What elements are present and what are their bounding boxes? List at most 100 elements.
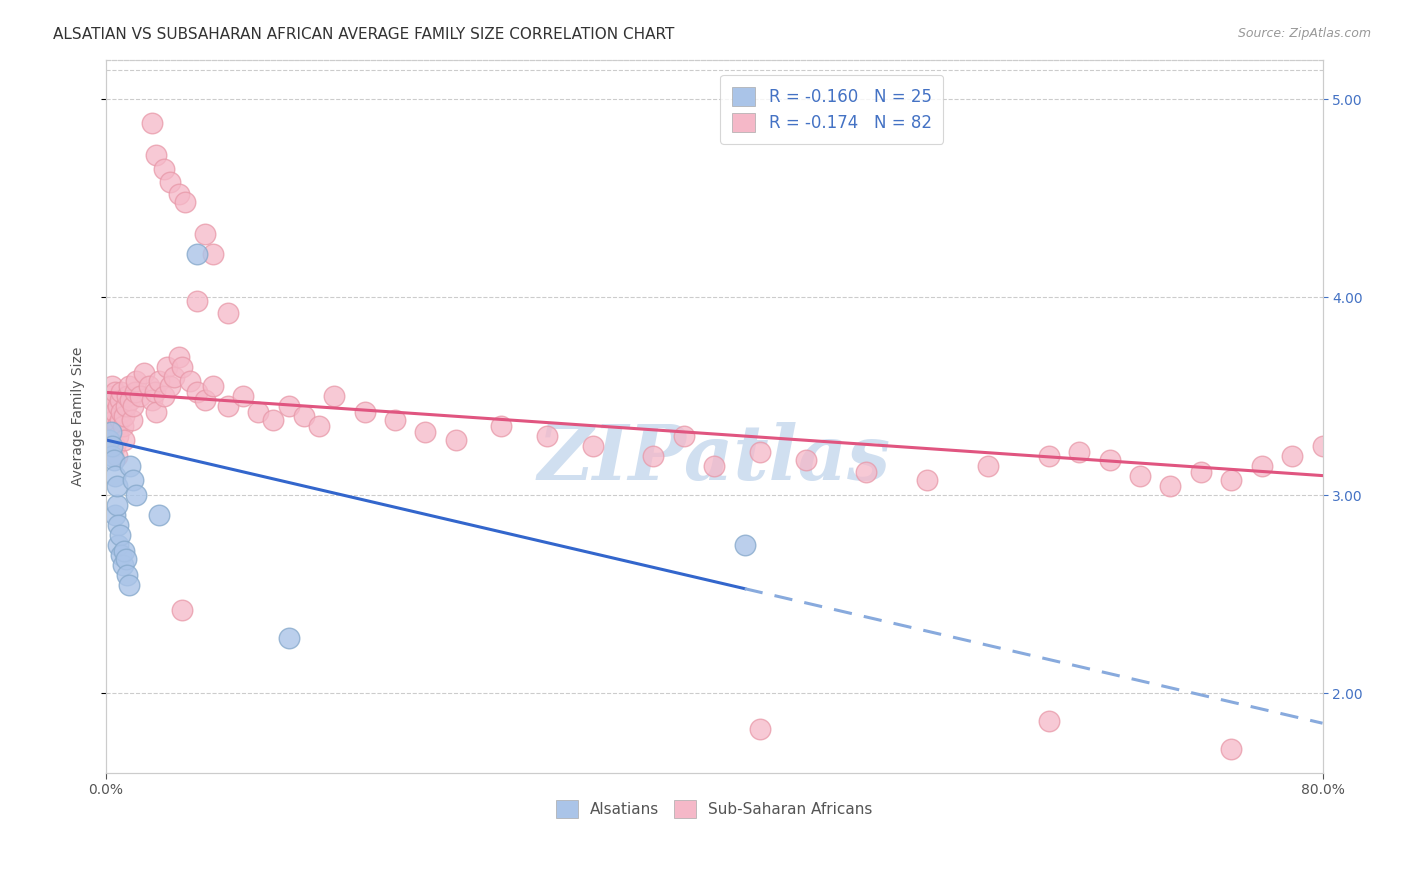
Point — [117, 567, 139, 582]
Point — [111, 558, 134, 572]
Point — [323, 389, 346, 403]
Point — [98, 389, 121, 403]
Point — [117, 389, 139, 403]
Point — [115, 551, 138, 566]
Point — [1250, 458, 1272, 473]
Point — [855, 465, 877, 479]
Point — [98, 433, 121, 447]
Text: ALSATIAN VS SUBSAHARAN AFRICAN AVERAGE FAMILY SIZE CORRELATION CHART: ALSATIAN VS SUBSAHARAN AFRICAN AVERAGE F… — [53, 27, 675, 42]
Point — [104, 508, 127, 523]
Point — [172, 359, 194, 374]
Point — [141, 393, 163, 408]
Point — [217, 306, 239, 320]
Point — [353, 405, 375, 419]
Point — [247, 405, 270, 419]
Point — [915, 473, 938, 487]
Point — [217, 399, 239, 413]
Point — [110, 385, 132, 400]
Point — [105, 478, 128, 492]
Point — [107, 399, 129, 413]
Point — [104, 385, 127, 400]
Point — [143, 385, 166, 400]
Point — [1098, 452, 1121, 467]
Point — [156, 359, 179, 374]
Point — [138, 379, 160, 393]
Point — [232, 389, 254, 403]
Point — [145, 405, 167, 419]
Point — [118, 379, 141, 393]
Point — [201, 246, 224, 260]
Point — [118, 577, 141, 591]
Point — [101, 409, 124, 424]
Legend: Alsatians, Sub-Saharan Africans: Alsatians, Sub-Saharan Africans — [548, 793, 880, 826]
Point — [277, 631, 299, 645]
Point — [110, 405, 132, 419]
Point — [100, 425, 122, 439]
Point — [108, 528, 131, 542]
Point — [1069, 445, 1091, 459]
Point — [141, 116, 163, 130]
Point — [145, 147, 167, 161]
Point — [120, 393, 142, 408]
Point — [101, 449, 124, 463]
Point — [112, 433, 135, 447]
Point — [384, 413, 406, 427]
Point — [163, 369, 186, 384]
Point — [111, 419, 134, 434]
Point — [734, 538, 756, 552]
Point — [308, 419, 330, 434]
Point — [115, 399, 138, 413]
Point — [112, 544, 135, 558]
Point — [1129, 468, 1152, 483]
Point — [104, 468, 127, 483]
Point — [292, 409, 315, 424]
Point — [128, 389, 150, 403]
Point — [153, 161, 176, 176]
Point — [112, 409, 135, 424]
Point — [132, 366, 155, 380]
Point — [122, 473, 145, 487]
Point — [101, 439, 124, 453]
Point — [104, 405, 127, 419]
Point — [1312, 439, 1334, 453]
Point — [748, 722, 770, 736]
Point — [125, 488, 148, 502]
Point — [105, 449, 128, 463]
Point — [262, 413, 284, 427]
Point — [148, 374, 170, 388]
Point — [194, 393, 217, 408]
Point — [100, 429, 122, 443]
Point — [107, 518, 129, 533]
Point — [582, 439, 605, 453]
Point — [186, 294, 208, 309]
Text: Source: ZipAtlas.com: Source: ZipAtlas.com — [1237, 27, 1371, 40]
Point — [159, 176, 181, 190]
Point — [159, 379, 181, 393]
Point — [977, 458, 1000, 473]
Point — [98, 419, 121, 434]
Point — [748, 445, 770, 459]
Point — [167, 350, 190, 364]
Text: ZIPatlas: ZIPatlas — [537, 422, 891, 496]
Point — [103, 413, 125, 427]
Point — [703, 458, 725, 473]
Point — [1220, 473, 1243, 487]
Point — [167, 187, 190, 202]
Point — [794, 452, 817, 467]
Point — [194, 227, 217, 241]
Point — [1038, 449, 1060, 463]
Point — [148, 508, 170, 523]
Point — [491, 419, 513, 434]
Point — [201, 379, 224, 393]
Point — [110, 548, 132, 562]
Point — [120, 458, 142, 473]
Point — [108, 393, 131, 408]
Point — [124, 385, 146, 400]
Point — [186, 246, 208, 260]
Point — [101, 379, 124, 393]
Y-axis label: Average Family Size: Average Family Size — [72, 346, 86, 486]
Point — [1189, 465, 1212, 479]
Point — [103, 393, 125, 408]
Point — [536, 429, 558, 443]
Point — [672, 429, 695, 443]
